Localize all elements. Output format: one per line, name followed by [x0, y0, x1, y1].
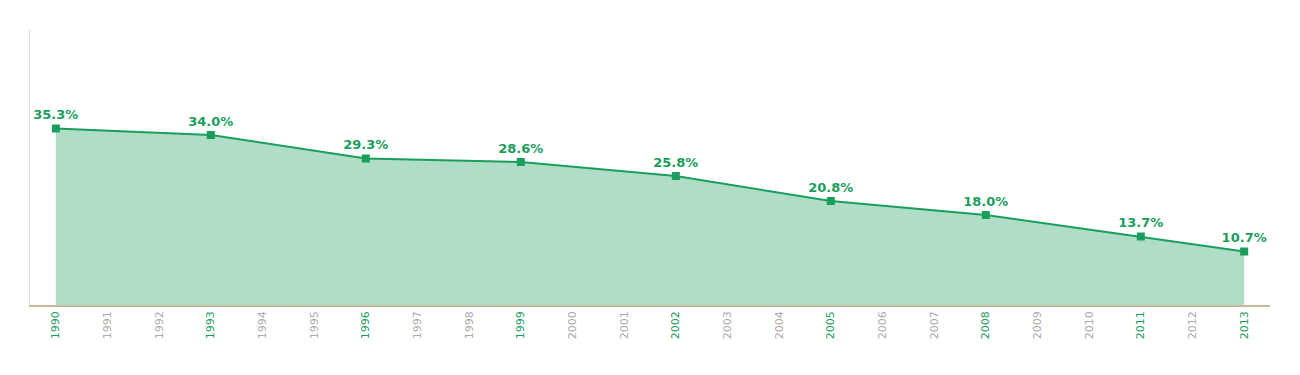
svg-text:2007: 2007 — [928, 311, 941, 339]
svg-text:1993: 1993 — [204, 311, 217, 339]
svg-text:2012: 2012 — [1186, 311, 1199, 339]
svg-text:25.8%: 25.8% — [653, 155, 698, 170]
svg-text:1991: 1991 — [101, 311, 114, 339]
svg-text:2002: 2002 — [669, 311, 682, 339]
svg-text:1995: 1995 — [308, 311, 321, 339]
svg-text:1994: 1994 — [256, 311, 269, 339]
svg-text:2005: 2005 — [824, 311, 837, 339]
svg-text:2004: 2004 — [773, 311, 786, 339]
svg-text:2003: 2003 — [721, 311, 734, 339]
svg-text:20.8%: 20.8% — [808, 180, 853, 195]
svg-text:29.3%: 29.3% — [343, 137, 388, 152]
svg-text:1996: 1996 — [359, 311, 372, 339]
svg-text:18.0%: 18.0% — [963, 194, 1008, 209]
svg-text:2008: 2008 — [979, 311, 992, 339]
svg-text:1990: 1990 — [49, 311, 62, 339]
svg-text:10.7%: 10.7% — [1222, 230, 1267, 245]
svg-text:2013: 2013 — [1238, 311, 1251, 339]
svg-text:2009: 2009 — [1031, 311, 1044, 339]
svg-text:13.7%: 13.7% — [1118, 215, 1163, 230]
svg-text:28.6%: 28.6% — [498, 141, 543, 156]
svg-text:1998: 1998 — [463, 311, 476, 339]
svg-text:35.3%: 35.3% — [33, 107, 78, 122]
svg-text:1999: 1999 — [514, 311, 527, 339]
svg-text:34.0%: 34.0% — [188, 114, 233, 129]
svg-text:2001: 2001 — [618, 311, 631, 339]
svg-text:1997: 1997 — [411, 311, 424, 339]
svg-text:1992: 1992 — [153, 311, 166, 339]
svg-text:2010: 2010 — [1083, 311, 1096, 339]
svg-text:2000: 2000 — [566, 311, 579, 339]
svg-text:2011: 2011 — [1134, 311, 1147, 339]
svg-text:2006: 2006 — [876, 311, 889, 339]
